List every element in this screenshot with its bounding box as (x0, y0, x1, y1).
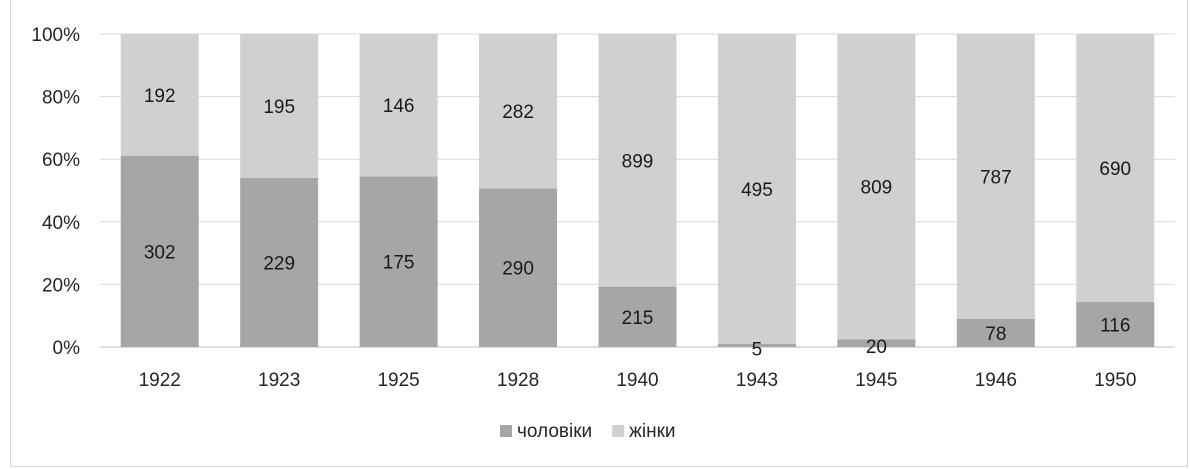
bar-segment-жінки (717, 34, 796, 344)
data-label: 899 (622, 151, 654, 172)
x-tick-label: 1922 (139, 370, 181, 391)
bar-segment-жінки (956, 34, 1035, 319)
y-tick-label: 0% (53, 338, 81, 359)
data-label: 116 (1100, 315, 1130, 336)
bar-segment-жінки (837, 34, 916, 340)
bar-segment-чоловіки (598, 286, 677, 347)
y-tick-label: 60% (42, 150, 80, 171)
bar-segment-чоловіки (837, 339, 916, 347)
x-tick-label: 1946 (975, 370, 1017, 391)
bar-segment-жінки (240, 34, 319, 178)
data-label: 787 (980, 167, 1012, 188)
legend-swatch-чоловіки (500, 425, 512, 437)
data-label: 78 (985, 324, 1006, 345)
y-tick-label: 20% (42, 275, 80, 296)
data-label: 20 (866, 337, 887, 358)
x-tick-label: 1928 (497, 370, 539, 391)
bar-segment-чоловіки (359, 176, 438, 347)
data-label: 690 (1099, 159, 1131, 180)
x-tick-label: 1940 (616, 370, 658, 391)
bar-segment-чоловіки (717, 343, 796, 347)
data-label: 175 (383, 253, 415, 274)
x-tick-label: 1943 (736, 370, 778, 391)
data-label: 215 (622, 308, 654, 329)
legend: чоловіки жінки (500, 421, 676, 442)
data-label: 192 (144, 86, 176, 107)
bar-segment-чоловіки (120, 155, 199, 347)
x-tick-label: 1925 (377, 370, 419, 391)
bar-segment-чоловіки (479, 188, 558, 347)
y-tick-label: 40% (42, 213, 80, 234)
data-labels: 302 192 229 195 175 146 290 282 215 899 5 495 20 809 7… (144, 86, 1131, 361)
x-axis-ticks: 1922 1923 1925 1928 1940 1943 1945 1946 1950 (139, 370, 1137, 391)
data-label: 290 (502, 259, 534, 280)
bar-segment-жінки (479, 34, 558, 189)
legend-label: жінки (629, 421, 675, 442)
y-axis-ticks: 0% 20% 40% 60% 80% 100% (31, 25, 80, 359)
bar-segment-чоловіки (956, 318, 1035, 347)
bar-segment-жінки (359, 34, 438, 177)
data-label: 195 (263, 97, 295, 118)
x-tick-label: 1950 (1094, 370, 1136, 391)
y-tick-label: 100% (31, 25, 80, 46)
x-tick-label: 1923 (258, 370, 300, 391)
data-label: 302 (144, 242, 176, 263)
bar-segment-жінки (598, 34, 677, 287)
legend-label: чоловіки (517, 421, 592, 442)
bar-segment-жінки (120, 34, 199, 156)
bar-segment-жінки (1076, 34, 1155, 302)
bar-segment-чоловіки (240, 177, 319, 347)
bars (120, 34, 1155, 347)
data-label: 809 (861, 178, 893, 199)
data-label: 495 (741, 180, 773, 201)
data-label: 146 (383, 96, 415, 117)
chart-frame (10, 0, 1188, 467)
x-tick-label: 1945 (855, 370, 897, 391)
legend-swatch-жінки (612, 425, 625, 437)
data-label: 5 (752, 339, 763, 360)
y-tick-label: 80% (42, 88, 80, 109)
bar-segment-чоловіки (1076, 301, 1155, 347)
data-label: 282 (502, 102, 534, 123)
data-label: 229 (263, 253, 295, 274)
